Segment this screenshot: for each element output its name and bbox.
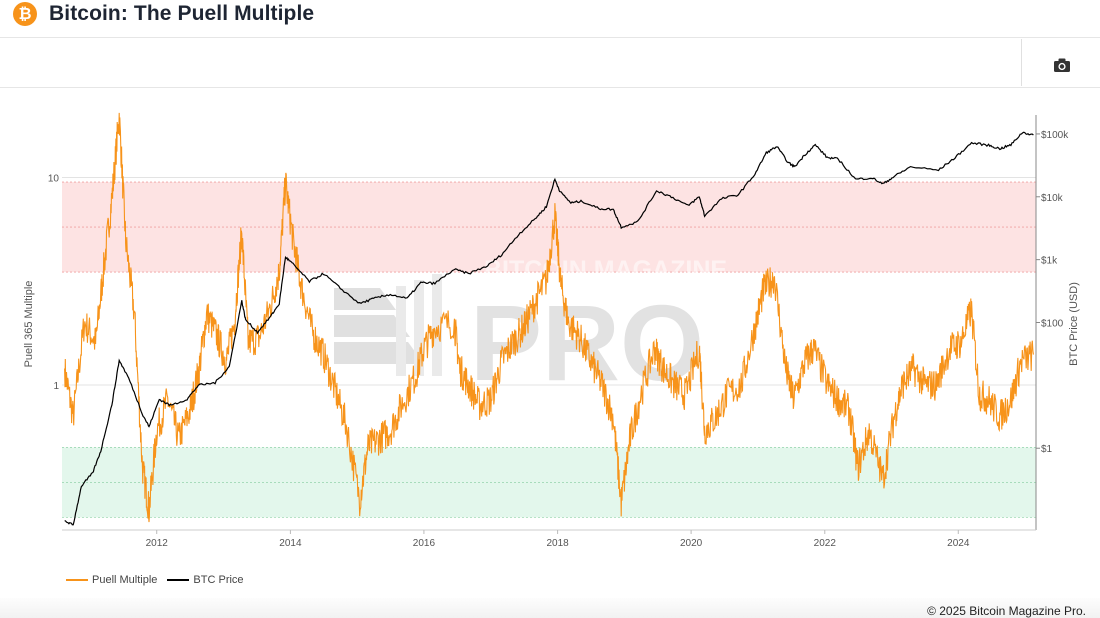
x-tick-label: 2018 [546,538,569,549]
copyright-text: © 2025 Bitcoin Magazine Pro. [927,604,1086,618]
btc-price-line [64,131,1034,526]
x-axis-ticks: 2012 2014 2016 2018 2020 2022 2024 [146,530,970,549]
grid-lines [62,176,1036,386]
bitcoin-logo-icon: ₿ [13,2,37,26]
legend-swatch-btc-price [167,579,190,581]
toolbar-divider [1021,39,1022,86]
right-axis-title: BTC Price (USD) [1068,282,1080,366]
right-axis-ticks: $1 $100 $1k $10k $100k [1036,130,1069,455]
legend-item-btc-price[interactable]: BTC Price [167,574,244,586]
left-axis-title: Puell 365 Multiple [23,281,35,368]
chart-toolbar [0,37,1100,88]
footer-bar [0,598,1100,618]
legend-swatch-puell [66,579,88,581]
left-tick-label: 10 [48,173,60,184]
x-tick-label: 2012 [146,538,169,549]
series-btc-price [64,131,1034,526]
x-tick-label: 2014 [279,538,302,549]
x-tick-label: 2022 [814,538,837,549]
camera-icon[interactable] [1049,55,1075,77]
puell-multiple-chart[interactable]: PRO BITCOIN MAGAZINE 2012 2014 2016 2018 202… [0,88,1100,588]
x-tick-label: 2024 [947,538,970,549]
band-green [62,447,1036,518]
right-tick-label: $1 [1041,444,1053,455]
watermark: PRO BITCOIN MAGAZINE [334,256,727,403]
right-tick-label: $10k [1041,193,1064,204]
x-tick-label: 2020 [680,538,703,549]
left-axis-ticks: 1 10 [48,173,60,392]
x-tick-label: 2016 [413,538,436,549]
left-tick-label: 1 [53,381,59,392]
right-tick-label: $100 [1041,319,1064,330]
legend-label-puell: Puell Multiple [92,574,158,586]
page-title: Bitcoin: The Puell Multiple [49,2,315,25]
right-tick-label: $1k [1041,256,1058,267]
chart-legend: Puell Multiple BTC Price [66,574,244,586]
puell-multiple-line [64,112,1034,523]
right-tick-label: $100k [1041,130,1069,141]
legend-label-btc-price: BTC Price [193,574,244,586]
series-puell-multiple [64,112,1034,523]
legend-item-puell[interactable]: Puell Multiple [66,574,157,586]
watermark-brand: BITCOIN MAGAZINE [484,256,727,284]
header-bar: ₿ Bitcoin: The Puell Multiple [0,0,1100,38]
